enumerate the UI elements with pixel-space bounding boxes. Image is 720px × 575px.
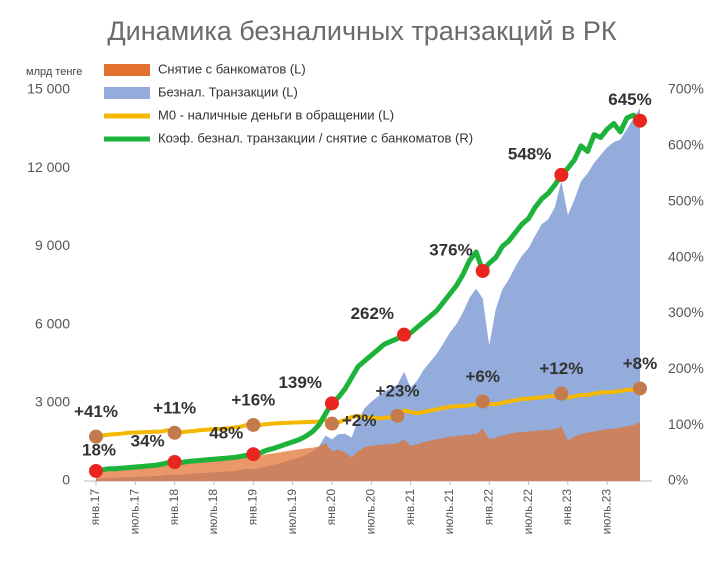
y2-tick-label: 700% — [668, 81, 704, 97]
x-tick-label: янв.20 — [324, 489, 338, 526]
annotation-dot — [633, 381, 647, 396]
y2-tick-label: 0% — [668, 472, 688, 488]
x-tick-label: июль.22 — [521, 489, 535, 535]
x-tick-label: июль.18 — [206, 489, 220, 535]
x-tick-label: июль.20 — [363, 489, 377, 535]
legend-swatch — [104, 87, 150, 99]
area — [96, 422, 640, 481]
annotation-dot — [167, 425, 182, 440]
y2-tick-label: 100% — [668, 416, 704, 432]
annotation-dot — [554, 386, 569, 401]
annotation-dot — [390, 408, 405, 423]
legend-swatch — [104, 64, 150, 76]
value-dot — [554, 167, 569, 182]
value-dot — [246, 447, 261, 462]
value-dot — [167, 455, 182, 470]
value-dot — [397, 327, 412, 342]
x-tick-label: янв.17 — [88, 489, 102, 526]
x-tick-label: янв.18 — [167, 489, 181, 526]
value-label: 645% — [608, 90, 651, 109]
x-tick-label: янв.23 — [560, 489, 574, 526]
value-label: 376% — [429, 240, 472, 259]
y-tick-label: 9 000 — [35, 237, 70, 253]
value-label: 34% — [131, 431, 165, 450]
y-tick-label: 6 000 — [35, 315, 70, 331]
value-label: 18% — [82, 440, 116, 459]
x-tick-label: июль.23 — [599, 489, 613, 535]
value-label: 548% — [508, 144, 551, 163]
y-axis-label: млрд тенге — [26, 66, 82, 78]
value-label: 48% — [209, 424, 243, 443]
legend-label: Безнал. Транзакции (L) — [158, 84, 298, 99]
annotation: +41% — [74, 402, 118, 421]
annotation: +23% — [376, 381, 420, 400]
x-tick-label: янв.21 — [403, 489, 417, 526]
annotation: +8% — [623, 354, 658, 373]
annotation: +12% — [539, 359, 583, 378]
area — [96, 108, 640, 481]
chart-title: Динамика безналичных транзакций в РК — [107, 16, 616, 46]
value-label: 139% — [278, 373, 321, 392]
y-tick-label: 0 — [62, 472, 70, 488]
legend-label: М0 - наличные деньги в обращении (L) — [158, 107, 394, 122]
line — [95, 386, 641, 439]
annotation-dot — [475, 394, 490, 409]
annotation: +16% — [231, 390, 275, 409]
y2-tick-label: 300% — [668, 304, 704, 320]
y2-tick-label: 600% — [668, 137, 704, 153]
annotation-dot — [246, 417, 261, 432]
y2-tick-label: 200% — [668, 360, 704, 376]
x-tick-label: янв.19 — [245, 489, 259, 526]
value-label: 262% — [351, 304, 394, 323]
value-dot — [475, 263, 490, 278]
annotation: +11% — [153, 398, 196, 417]
line — [95, 112, 642, 474]
legend-label: Коэф. безнал. транзакции / снятие с банк… — [158, 130, 473, 145]
value-dot — [633, 113, 647, 128]
value-dot — [324, 396, 339, 411]
y2-tick-label: 400% — [668, 248, 704, 264]
x-tick-label: июль.21 — [442, 489, 456, 535]
annotation: +6% — [465, 367, 500, 386]
x-tick-label: июль.17 — [127, 489, 141, 535]
value-dot — [89, 463, 103, 478]
legend-label: Снятие с банкоматов (L) — [158, 61, 306, 76]
y-tick-label: 15 000 — [27, 81, 70, 97]
y-tick-label: 3 000 — [35, 394, 70, 410]
y2-tick-label: 500% — [668, 192, 704, 208]
x-tick-label: янв.22 — [481, 489, 495, 526]
y-tick-label: 12 000 — [27, 159, 70, 175]
annotation: +2% — [342, 411, 377, 430]
annotation-dot — [89, 429, 103, 444]
annotation-dot — [324, 416, 339, 431]
x-tick-label: июль.19 — [285, 489, 299, 535]
